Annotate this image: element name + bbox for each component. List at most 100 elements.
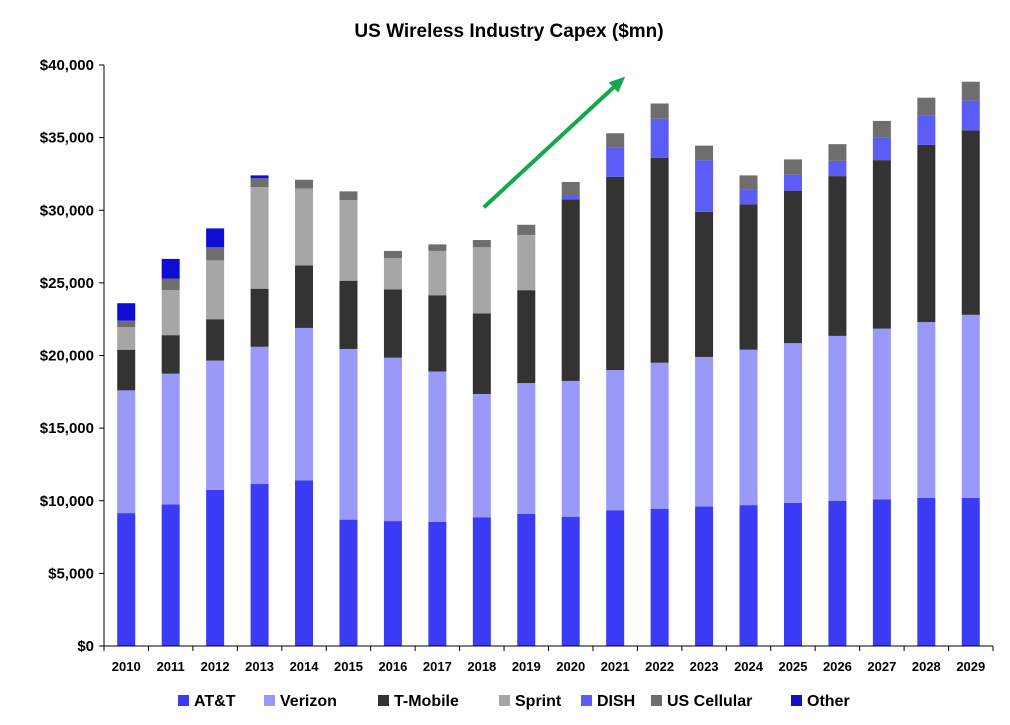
x-tick-label: 2014 [290, 659, 320, 674]
legend-swatch [499, 695, 510, 706]
bar-segment-t-mobile-2019 [517, 290, 536, 384]
bar-segment-us-cellular-2020 [561, 181, 580, 195]
x-tick-label: 2022 [645, 659, 674, 674]
bar-segment-t-mobile-2015 [339, 280, 358, 349]
bar-segment-verizon-2029 [961, 314, 980, 498]
bar-segment-verizon-2012 [206, 360, 225, 490]
bar-segment-us-cellular-2029 [961, 81, 980, 101]
legend-label: US Cellular [667, 693, 752, 710]
bar-segment-sprint-2010 [117, 327, 136, 350]
x-tick-label: 2011 [157, 659, 185, 674]
bar-segment-us-cellular-2025 [783, 159, 802, 175]
bar-segment-verizon-2010 [117, 390, 136, 514]
x-tick-label: 2026 [823, 659, 852, 674]
legend-label: T-Mobile [394, 693, 459, 710]
x-tick-label: 2021 [601, 659, 630, 674]
x-tick-label: 2015 [334, 659, 363, 674]
bar-segment-us-cellular-2016 [383, 250, 402, 259]
bar-segment-other-2011 [161, 258, 180, 279]
bar-segment-t-mobile-2016 [383, 289, 402, 358]
bar-segment-at-t-2021 [606, 510, 625, 646]
bar-segment-at-t-2024 [739, 505, 758, 646]
bar-segment-other-2012 [206, 228, 225, 248]
bar-segment-other-2010 [117, 303, 136, 321]
y-tick-label: $10,000 [40, 493, 94, 510]
x-tick-label: 2018 [467, 659, 496, 674]
legend-label: Sprint [515, 693, 562, 710]
bar-segment-us-cellular-2028 [917, 97, 936, 116]
bar-segment-verizon-2020 [561, 380, 580, 517]
bar-segment-dish-2023 [695, 160, 714, 212]
x-tick-label: 2025 [779, 659, 808, 674]
bar-segment-at-t-2029 [961, 497, 980, 646]
y-axis-ticks: $0 $5,000 $10,000 $15,000 $20,000 $25,000 $30,… [40, 57, 104, 655]
bar-segment-dish-2027 [872, 137, 891, 161]
x-tick-label: 2016 [378, 659, 407, 674]
bar-segment-verizon-2027 [872, 328, 891, 500]
legend-item: T-Mobile [378, 693, 459, 710]
bar-segment-sprint-2019 [517, 234, 536, 291]
bar-segment-sprint-2012 [206, 260, 225, 320]
bar-segment-t-mobile-2020 [561, 199, 580, 381]
bar-segment-us-cellular-2023 [695, 145, 714, 161]
bar-segment-t-mobile-2028 [917, 144, 936, 323]
bar-segment-t-mobile-2025 [783, 190, 802, 344]
bar-segment-sprint-2013 [250, 187, 269, 289]
chart-title: US Wireless Industry Capex ($mn) [354, 21, 663, 42]
bar-segment-t-mobile-2013 [250, 288, 269, 347]
bar-segment-verizon-2016 [383, 357, 402, 522]
x-axis-ticks: 2010 2011 2012 2013 2014 2015 2016 2017 2018 2019… [103, 646, 994, 674]
x-tick-label: 2028 [912, 659, 941, 674]
bar-segment-t-mobile-2017 [428, 295, 447, 372]
x-tick-label: 2024 [734, 659, 764, 674]
bar-segment-sprint-2017 [428, 250, 447, 296]
y-tick-label: $20,000 [40, 348, 94, 365]
bar-segment-at-t-2017 [428, 521, 447, 646]
bar-segment-at-t-2026 [828, 500, 847, 646]
bar-segment-at-t-2013 [250, 484, 269, 646]
legend: AT&T Verizon T-Mobile Sprint DISH US Cellular… [178, 693, 850, 710]
bar-segment-verizon-2018 [472, 393, 491, 518]
bar-segment-us-cellular-2019 [517, 224, 536, 235]
y-tick-label: $40,000 [40, 57, 94, 74]
x-tick-label: 2023 [690, 659, 719, 674]
legend-item: AT&T [178, 693, 236, 710]
legend-swatch [264, 695, 275, 706]
bar-segment-verizon-2024 [739, 349, 758, 506]
bar-segment-verizon-2021 [606, 370, 625, 511]
bar-segment-dish-2021 [606, 147, 625, 177]
legend-item: Verizon [264, 693, 337, 710]
bar-segment-at-t-2011 [161, 504, 180, 646]
bar-segment-at-t-2010 [117, 513, 136, 646]
x-tick-label: 2020 [556, 659, 585, 674]
bar-segment-t-mobile-2018 [472, 313, 491, 394]
axes [103, 65, 993, 647]
legend-label: AT&T [194, 693, 236, 710]
bar-segment-sprint-2016 [383, 258, 402, 290]
bar-segment-verizon-2017 [428, 371, 447, 522]
bars [117, 81, 980, 646]
bar-segment-us-cellular-2015 [339, 191, 358, 201]
bar-segment-sprint-2014 [295, 188, 314, 266]
legend-item: Sprint [499, 693, 562, 710]
bar-segment-t-mobile-2023 [695, 211, 714, 357]
bar-segment-dish-2025 [783, 174, 802, 191]
bar-segment-verizon-2023 [695, 356, 714, 507]
bar-segment-t-mobile-2027 [872, 160, 891, 329]
legend-label: Verizon [280, 693, 337, 710]
x-tick-label: 2017 [423, 659, 452, 674]
bar-segment-verizon-2015 [339, 348, 358, 520]
y-tick-label: $15,000 [40, 420, 94, 437]
legend-swatch [791, 695, 802, 706]
bar-segment-t-mobile-2011 [161, 335, 180, 374]
bar-segment-us-cellular-2027 [872, 120, 891, 138]
bar-segment-at-t-2018 [472, 517, 491, 646]
bar-segment-at-t-2019 [517, 513, 536, 646]
bar-segment-t-mobile-2012 [206, 319, 225, 361]
legend-label: Other [807, 693, 850, 710]
x-tick-label: 2027 [867, 659, 896, 674]
bar-segment-t-mobile-2024 [739, 204, 758, 350]
bar-segment-verizon-2028 [917, 322, 936, 498]
bar-segment-at-t-2016 [383, 521, 402, 646]
legend-item: DISH [581, 693, 635, 710]
